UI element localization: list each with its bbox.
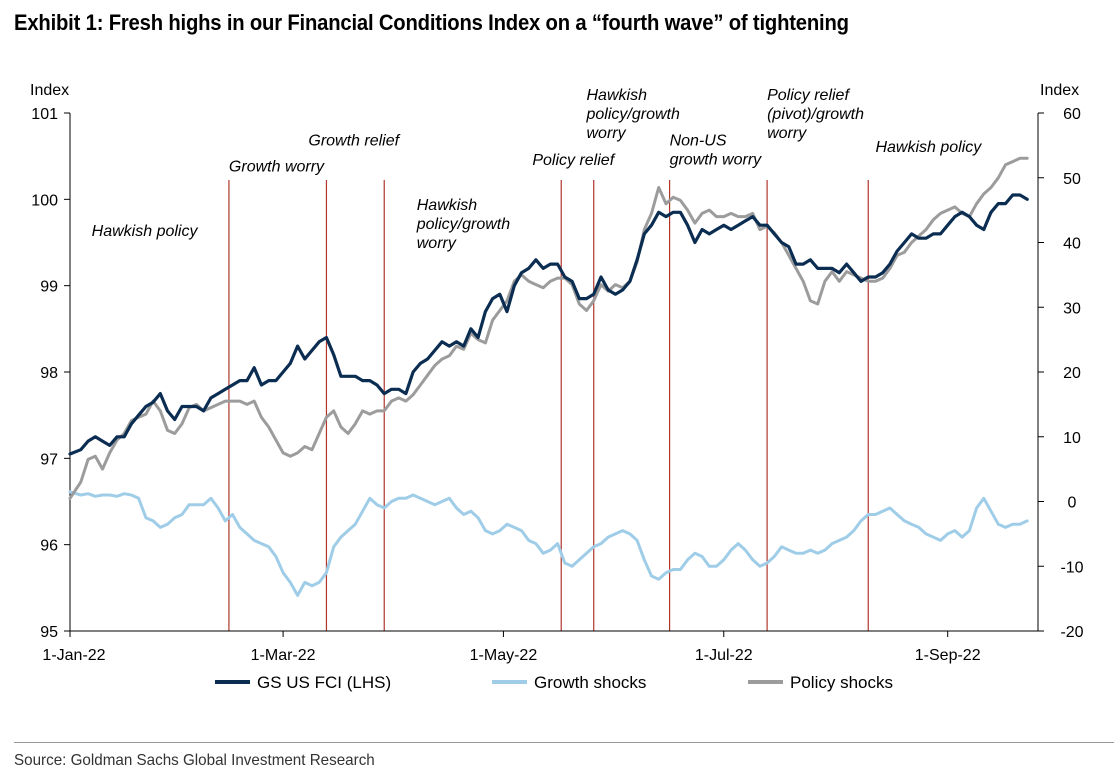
right-tick-label-5: 30	[1063, 300, 1081, 317]
source-divider	[14, 742, 1114, 743]
right-tick-label-6: 40	[1063, 236, 1081, 253]
fci-line-chart: Index Index 95 96 97 98 99 100 101 -20 -10 0 10 20…	[30, 82, 1084, 692]
right-axis-ticks: -20 -10 0 10 20 30 40 50 60	[1038, 106, 1084, 641]
right-tick-label-1: -10	[1060, 559, 1083, 576]
x-tick-label-2: 1-May-22	[470, 647, 538, 664]
left-tick-label-6: 101	[31, 106, 58, 123]
legend: GS US FCI (LHS) Growth shocks Policy shock…	[215, 673, 893, 692]
left-tick-label-3: 98	[40, 365, 58, 382]
annotation-9: Hawkish policy	[875, 139, 982, 156]
legend-label-3: Policy shocks	[790, 673, 893, 692]
x-tick-label-1: 1-Mar-22	[251, 647, 316, 664]
annotation-6: Hawkish policy/growth worry	[586, 87, 680, 142]
series-line-policy-shocks	[68, 156, 1029, 500]
x-tick-label-3: 1-Jul-22	[695, 647, 753, 664]
legend-label-2: Growth shocks	[534, 673, 646, 692]
source-note: Source: Goldman Sachs Global Investment …	[14, 752, 375, 769]
annotation-8: Policy relief (pivot)/growth worry	[767, 87, 864, 142]
right-tick-label-8: 60	[1063, 106, 1081, 123]
x-tick-label-0: 1-Jan-22	[42, 647, 105, 664]
legend-label-1: GS US FCI (LHS)	[257, 673, 391, 692]
event-annotations: Hawkish policy Growth worry Growth relief H…	[92, 87, 983, 252]
series-line-growth-shocks	[68, 490, 1029, 597]
annotation-7: Non-US growth worry	[670, 132, 763, 168]
left-tick-label-5: 100	[31, 192, 58, 209]
chart-axes	[69, 113, 1039, 632]
right-tick-label-4: 20	[1063, 365, 1081, 382]
right-tick-label-0: -20	[1060, 624, 1083, 641]
right-tick-label-7: 50	[1063, 171, 1081, 188]
x-axis-ticks: 1-Jan-22 1-Mar-22 1-May-22 1-Jul-22 1-Sep-22	[42, 631, 981, 664]
left-axis-ticks: 95 96 97 98 99 100 101	[31, 106, 70, 641]
right-tick-label-3: 10	[1063, 430, 1081, 447]
series-line-gs-us-fci-lhs	[68, 193, 1029, 456]
annotation-1: Hawkish policy	[92, 223, 199, 240]
right-tick-label-2: 0	[1068, 495, 1077, 512]
left-tick-label-4: 99	[40, 279, 58, 296]
x-tick-label-4: 1-Sep-22	[915, 647, 981, 664]
chart-title: Exhibit 1: Fresh highs in our Financial …	[14, 10, 849, 35]
annotation-4: Hawkish policy/growth worry	[416, 197, 510, 252]
annotation-5: Policy relief	[532, 152, 615, 169]
left-axis-label: Index	[30, 82, 69, 99]
event-lines	[228, 180, 869, 631]
left-tick-label-1: 96	[40, 538, 58, 555]
annotation-3: Growth relief	[308, 132, 400, 149]
series-lines	[68, 156, 1029, 597]
annotation-2: Growth worry	[229, 158, 325, 175]
left-tick-label-2: 97	[40, 451, 58, 468]
right-axis-label: Index	[1040, 82, 1079, 99]
left-tick-label-0: 95	[40, 624, 58, 641]
